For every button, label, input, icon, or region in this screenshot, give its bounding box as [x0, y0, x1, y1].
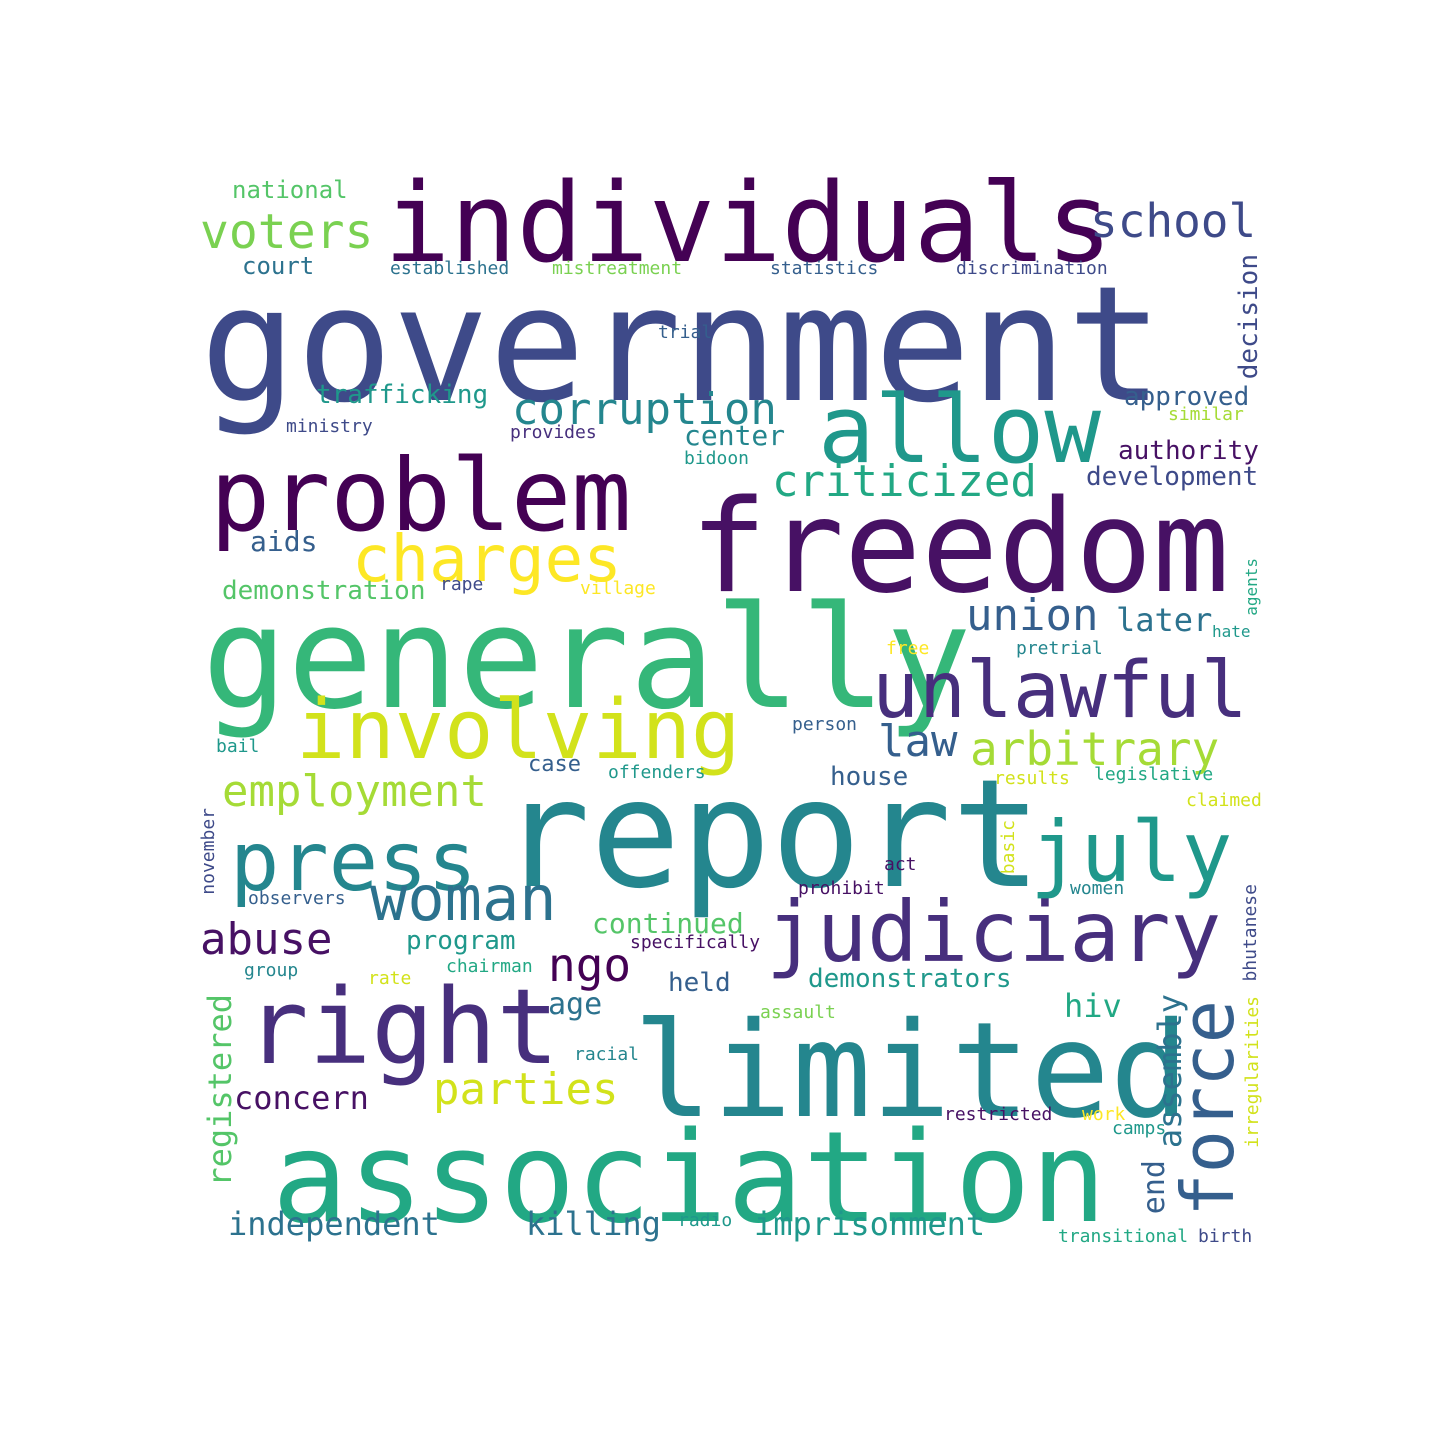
word-offenders: offenders — [608, 762, 706, 783]
word-employment: employment — [222, 766, 487, 817]
word-limited: limited — [633, 994, 1190, 1148]
word-established: established — [390, 258, 510, 279]
word-decision: decision — [1234, 254, 1264, 380]
word-women: women — [1070, 878, 1125, 899]
word-individuals: individuals — [384, 159, 1113, 287]
word-court: court — [242, 252, 315, 280]
word-national: national — [232, 176, 348, 204]
word-freedom: freedom — [690, 473, 1230, 622]
word-demonstration: demonstration — [222, 576, 426, 606]
word-arbitrary: arbitrary — [970, 722, 1220, 776]
word-press: press — [230, 815, 477, 910]
word-free: free — [886, 638, 930, 659]
word-bidoon: bidoon — [684, 448, 750, 469]
word-bail: bail — [216, 736, 260, 757]
word-killing: killing — [526, 1205, 661, 1243]
word-rate: rate — [368, 968, 412, 989]
word-abuse: abuse — [200, 914, 333, 965]
word-rape: rape — [440, 574, 484, 595]
word-group: group — [244, 960, 299, 981]
word-development: development — [1086, 462, 1259, 492]
word-provides: provides — [510, 422, 597, 443]
word-trafficking: trafficking — [316, 380, 489, 410]
word-authority: authority — [1118, 436, 1259, 466]
word-registered: registered — [201, 994, 239, 1187]
word-unlawful: unlawful — [872, 646, 1248, 736]
word-house: house — [830, 762, 909, 792]
word-aids: aids — [250, 525, 318, 558]
word-trial: trial — [658, 322, 713, 343]
word-later: later — [1116, 601, 1213, 639]
word-radio: radio — [678, 1210, 733, 1231]
word-village: village — [580, 578, 656, 599]
word-approved: approved — [1124, 382, 1250, 412]
word-imprisonment: imprisonment — [754, 1205, 986, 1243]
word-results: results — [994, 768, 1070, 789]
word-prohibit: prohibit — [798, 878, 885, 899]
word-demonstrators: demonstrators — [808, 964, 1012, 994]
word-restricted: restricted — [944, 1104, 1053, 1125]
word-assault: assault — [760, 1002, 836, 1023]
word-corruption: corruption — [512, 384, 777, 435]
word-case: case — [528, 752, 581, 777]
word-birth: birth — [1198, 1226, 1253, 1247]
word-involving: involving — [296, 683, 741, 778]
word-ngo: ngo — [548, 938, 632, 992]
word-association: association — [272, 1104, 1107, 1251]
word-continued: continued — [592, 907, 744, 940]
word-bhutanese: bhutanese — [1240, 884, 1261, 982]
word-mistreatment: mistreatment — [552, 258, 683, 279]
word-transitional: transitional — [1058, 1226, 1189, 1247]
word-parties: parties — [433, 1064, 619, 1115]
word-voters: voters — [200, 204, 374, 260]
word-concern: concern — [234, 1079, 369, 1117]
word-union: union — [966, 590, 1099, 641]
word-ministry: ministry — [286, 416, 373, 437]
word-camps: camps — [1112, 1118, 1167, 1139]
word-age: age — [548, 987, 603, 1022]
word-basic: basic — [998, 820, 1019, 875]
word-center: center — [684, 419, 786, 452]
word-end: end — [1137, 1160, 1172, 1215]
word-criticized: criticized — [772, 456, 1037, 507]
word-woman: woman — [370, 862, 557, 935]
word-similar: similar — [1168, 404, 1244, 425]
word-racial: racial — [574, 1044, 640, 1065]
word-chairman: chairman — [446, 956, 533, 977]
word-report: report — [500, 748, 1042, 922]
word-school: school — [1090, 194, 1257, 248]
word-work: work — [1082, 1104, 1126, 1125]
word-observers: observers — [248, 888, 346, 909]
word-specifically: specifically — [630, 932, 761, 953]
word-problem: problem — [210, 437, 632, 554]
word-charges: charges — [352, 523, 622, 597]
word-law: law — [878, 716, 958, 767]
word-generally: generally — [202, 576, 972, 741]
word-claimed: claimed — [1186, 790, 1262, 811]
word-government: government — [200, 251, 1164, 438]
word-hate: hate — [1212, 622, 1251, 641]
word-allow: allow — [818, 376, 1101, 485]
word-irregularities: irregularities — [1242, 996, 1263, 1148]
word-hiv: hiv — [1064, 987, 1122, 1025]
word-july: july — [1030, 803, 1233, 901]
word-legislative: legislative — [1094, 764, 1214, 785]
word-person: person — [792, 714, 858, 735]
word-agents: agents — [1242, 558, 1261, 616]
word-held: held — [668, 968, 731, 998]
word-judiciary: judiciary — [766, 883, 1222, 981]
word-statistics: statistics — [770, 258, 879, 279]
word-discrimination: discrimination — [956, 258, 1108, 279]
word-november: november — [198, 808, 219, 895]
word-act: act — [884, 854, 917, 875]
word-independent: independent — [228, 1205, 440, 1243]
word-program: program — [406, 926, 516, 956]
word-right: right — [246, 966, 560, 1088]
word-pretrial: pretrial — [1016, 638, 1103, 659]
